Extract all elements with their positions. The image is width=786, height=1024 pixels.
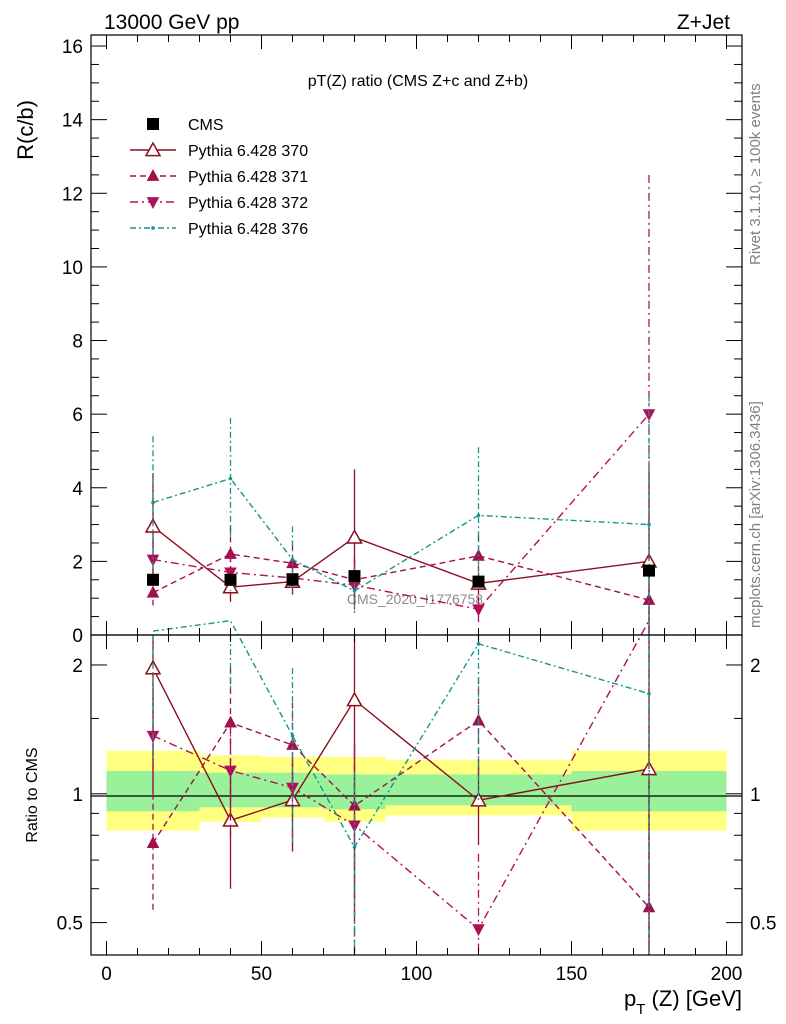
y-tick-label: 16 bbox=[62, 37, 83, 58]
legend-marker-cms bbox=[147, 118, 159, 130]
y-tick-label: 8 bbox=[72, 332, 83, 353]
series-2-point bbox=[146, 554, 160, 567]
series-3-point bbox=[352, 589, 357, 593]
series-2-ratio-line bbox=[152, 620, 650, 931]
plot-title: pT(Z) ratio (CMS Z+c and Z+b) bbox=[308, 73, 529, 90]
series-1-ratio-line bbox=[152, 719, 650, 908]
series-3-ratio-point bbox=[290, 733, 295, 738]
legend-label-3: Pythia 6.428 376 bbox=[188, 221, 308, 238]
y-tick-label: 2 bbox=[72, 552, 83, 573]
series-2-ratio-point bbox=[224, 765, 237, 778]
x-tick-label: 100 bbox=[401, 964, 433, 985]
legend-label-2: Pythia 6.428 372 bbox=[188, 195, 308, 212]
process-label: Z+Jet bbox=[677, 11, 730, 34]
y-tick-label: 14 bbox=[62, 111, 84, 132]
legend-label-1: Pythia 6.428 371 bbox=[188, 169, 308, 186]
ratio-tick-label: 1 bbox=[72, 785, 83, 806]
rivet-version-label: Rivet 3.1.10, ≥ 100k events bbox=[747, 83, 764, 265]
series-2-point bbox=[224, 567, 237, 580]
series-2-ratio-point bbox=[348, 820, 361, 833]
series-1-ratio-point bbox=[224, 715, 237, 728]
series-3-ratio-point bbox=[647, 691, 651, 696]
ratio-panel: 0.5 0.5 1 1 2 2 Ratio to CMS bbox=[24, 619, 776, 956]
legend-marker-0 bbox=[144, 141, 162, 157]
series-3-point bbox=[151, 500, 155, 505]
y-tick-label: 0 bbox=[72, 626, 83, 647]
analysis-watermark: CMS_2020_I1776758 bbox=[347, 591, 483, 607]
ratio-tick-label-right: 2 bbox=[750, 656, 761, 677]
series-3-ratio-point bbox=[476, 641, 481, 646]
y-axis-label: R(c/b) bbox=[13, 100, 38, 160]
series-1-point bbox=[146, 585, 160, 598]
energy-label: 13000 GeV pp bbox=[104, 11, 239, 34]
x-tick-label: 200 bbox=[711, 964, 743, 985]
series-2-point bbox=[472, 604, 485, 617]
mcplots-label: mcplots.cern.ch [arXiv:1306.3436] bbox=[747, 401, 764, 628]
ratio-tick-label-right: 0.5 bbox=[750, 914, 776, 935]
x-tick-label: 50 bbox=[251, 964, 272, 985]
cms-data-point bbox=[643, 564, 655, 577]
x-axis-label: pT (Z) [GeV] bbox=[624, 986, 742, 1018]
legend-label-0: Pythia 6.428 370 bbox=[188, 143, 308, 160]
cms-data-point bbox=[348, 570, 361, 583]
series-2-ratio-point bbox=[286, 782, 299, 795]
series-1-point bbox=[642, 593, 656, 605]
series-0-point bbox=[346, 528, 363, 544]
series-1-point bbox=[224, 547, 237, 559]
y-tick-label: 4 bbox=[72, 479, 83, 500]
y-tick-label: 10 bbox=[62, 258, 83, 279]
series-3-ratio-point bbox=[352, 845, 357, 850]
series-0-ratio-line bbox=[152, 667, 650, 822]
cms-data-point bbox=[286, 573, 299, 586]
series-3-point bbox=[290, 557, 295, 562]
legend: CMS Pythia 6.428 370 Pythia 6.428 371 Pythi… bbox=[130, 117, 308, 238]
main-panel: CMS_2020_I1776758 0 2 4 6 8 10 12 14 16 R(c/b) p… bbox=[13, 34, 743, 647]
cms-data-point bbox=[224, 573, 237, 586]
series-0-point bbox=[222, 578, 239, 594]
ratio-tick-label-right: 1 bbox=[750, 785, 761, 806]
series-0-ratio-point bbox=[346, 691, 363, 707]
cms-data-point bbox=[147, 573, 159, 586]
cms-data-point bbox=[472, 575, 485, 588]
x-tick-label: 0 bbox=[101, 964, 112, 985]
x-tick-label: 150 bbox=[556, 964, 588, 985]
ratio-tick-label: 0.5 bbox=[57, 914, 83, 935]
series-2-ratio-point bbox=[472, 924, 485, 937]
legend-label-cms: CMS bbox=[188, 117, 224, 134]
ratio-tick-label: 2 bbox=[72, 656, 83, 677]
series-0-line bbox=[152, 525, 650, 588]
legend-marker-1 bbox=[146, 169, 160, 181]
legend-marker-2 bbox=[146, 197, 160, 209]
series-3-point bbox=[228, 476, 233, 481]
series-1-ratio-point bbox=[146, 836, 160, 849]
series-3-point bbox=[476, 513, 481, 518]
y-tick-label: 12 bbox=[62, 184, 83, 205]
legend-marker-3 bbox=[151, 226, 155, 230]
series-3-ratio-line bbox=[152, 619, 650, 849]
ratio-axis-label: Ratio to CMS bbox=[24, 747, 41, 842]
series-1-line bbox=[152, 553, 650, 601]
series-2-line bbox=[152, 413, 650, 610]
y-tick-label: 6 bbox=[72, 405, 83, 426]
series-3-point bbox=[647, 522, 651, 527]
